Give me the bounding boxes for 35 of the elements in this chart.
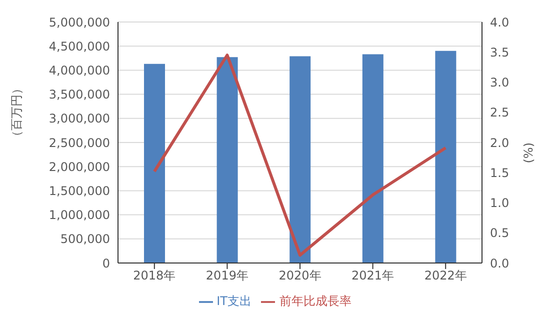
y2-axis-title: (%)	[521, 142, 536, 164]
y-tick-label: 3,000,000	[48, 112, 110, 126]
y2-tick-label: 3.0	[490, 76, 510, 90]
y2-tick-label: 0.0	[490, 256, 510, 270]
y-tick-label: 3,500,000	[48, 88, 110, 102]
x-tick-label: 2022年	[424, 268, 467, 283]
y-tick-label: 5,000,000	[48, 15, 110, 30]
y-tick-label: 2,500,000	[48, 136, 110, 150]
y-tick-label: 4,000,000	[48, 63, 110, 78]
y-tick-label: 4,500,000	[48, 39, 110, 54]
x-tick-label: 2020年	[278, 268, 322, 283]
y2-tick-label: 3.5	[490, 45, 510, 60]
legend-label: IT支出	[216, 294, 252, 308]
line-series	[152, 54, 448, 257]
legend-label: 前年比成長率	[279, 294, 352, 308]
y-tick-label: 1,000,000	[48, 208, 110, 222]
y2-tick-label: 2.5	[490, 106, 510, 120]
bar	[216, 57, 238, 263]
y-tick-label: 500,000	[60, 232, 110, 246]
y-axis-title: （百万円）	[9, 82, 24, 142]
y-tick-label: 2,000,000	[48, 160, 110, 174]
x-tick-label: 2021年	[352, 268, 394, 283]
y2-tick-label: 1.5	[490, 166, 510, 180]
y-tick-label: 1,500,000	[48, 184, 110, 198]
x-tick-label: 2018年	[133, 268, 176, 283]
y2-tick-label: 1.0	[490, 196, 510, 210]
bar	[435, 50, 456, 263]
x-tick-label: 2019年	[206, 268, 248, 283]
bar	[362, 54, 384, 263]
bar	[144, 64, 165, 263]
y2-tick-label: 0.5	[490, 226, 510, 240]
y2-tick-label: 4.0	[490, 15, 510, 30]
y-tick-label: 0	[102, 256, 110, 270]
bar	[290, 56, 311, 263]
y2-tick-label: 2.0	[490, 136, 510, 150]
